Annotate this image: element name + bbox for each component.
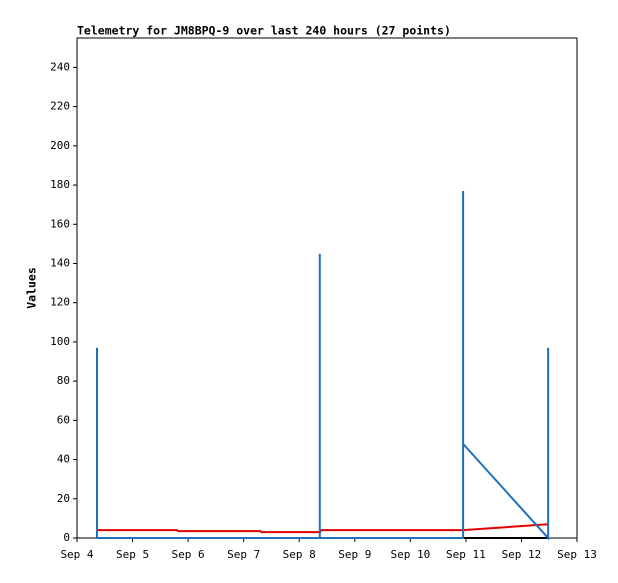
y-tick-label: 80	[57, 374, 70, 387]
x-tick-label: Sep 12	[502, 548, 542, 561]
y-tick-label: 140	[50, 256, 70, 269]
x-tick-label: Sep 5	[116, 548, 149, 561]
y-tick-label: 60	[57, 413, 70, 426]
y-tick-label: 180	[50, 178, 70, 191]
y-tick-label: 200	[50, 139, 70, 152]
y-tick-label: 40	[57, 453, 70, 466]
x-tick-label: Sep 11	[446, 548, 486, 561]
x-tick-label: Sep 7	[227, 548, 260, 561]
x-tick-label: Sep 4	[60, 548, 93, 561]
y-tick-label: 220	[50, 100, 70, 113]
y-tick-label: 20	[57, 492, 70, 505]
chart-title: Telemetry for JM8BPQ-9 over last 240 hou…	[77, 24, 451, 38]
y-tick-label: 100	[50, 335, 70, 348]
x-tick-label: Sep 6	[172, 548, 205, 561]
x-tick-label: Sep 9	[338, 548, 371, 561]
plot-frame	[76, 37, 578, 539]
series-line	[96, 190, 550, 541]
x-tick-label: Sep 13	[557, 548, 597, 561]
y-tick-label: 120	[50, 296, 70, 309]
y-tick-label: 240	[50, 60, 70, 73]
y-axis-title: Values	[25, 267, 39, 309]
y-tick-label: 0	[63, 531, 70, 544]
x-tick-label: Sep 10	[390, 548, 430, 561]
y-tick-label: 160	[50, 217, 70, 230]
series-line	[97, 523, 549, 534]
x-tick-label: Sep 8	[283, 548, 316, 561]
